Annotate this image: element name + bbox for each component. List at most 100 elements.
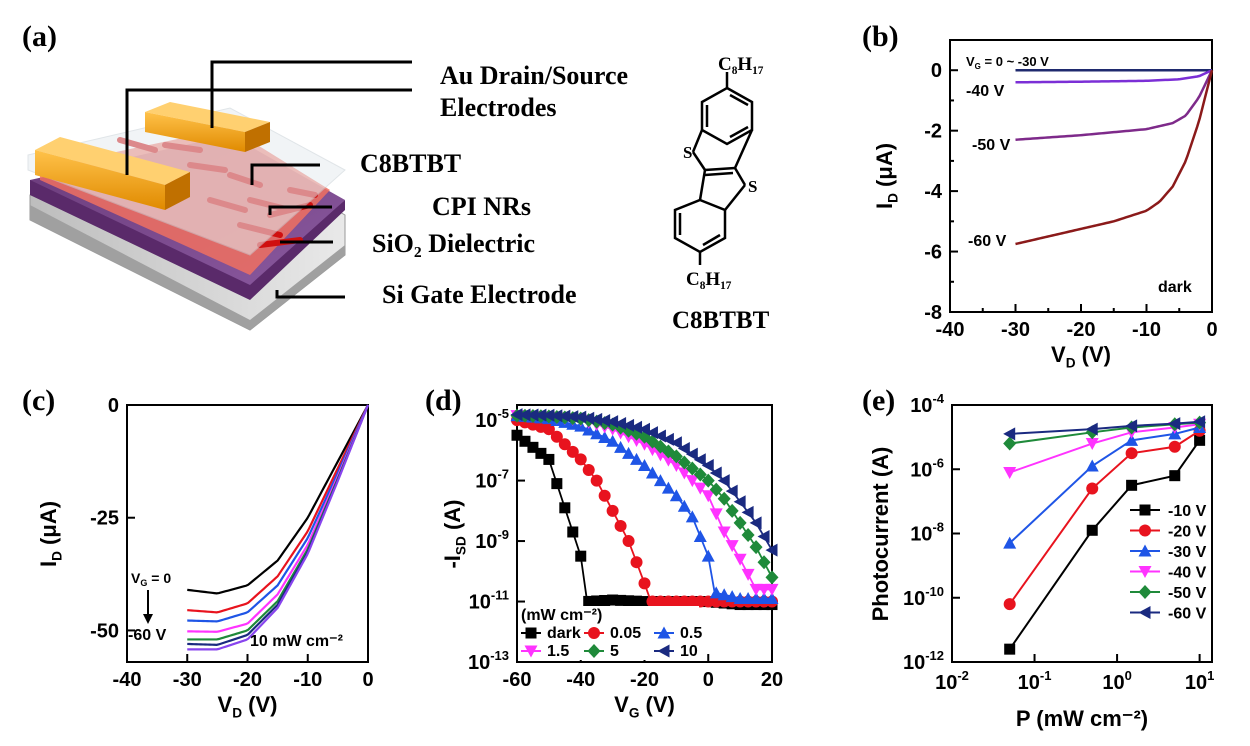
- data-point: [701, 549, 715, 562]
- data-point: [598, 489, 611, 502]
- data-point: [582, 464, 595, 477]
- data-point: [1193, 415, 1206, 429]
- data-point: [1003, 466, 1017, 479]
- data-point: [599, 594, 611, 606]
- data-point: [615, 594, 627, 606]
- device-schematic: Au Drain/Source Electrodes C8BTBT CPI NR…: [27, 60, 628, 331]
- data-point: [542, 423, 555, 436]
- data-point: [1139, 524, 1151, 537]
- annotation-dark: dark: [1158, 279, 1192, 296]
- data-point: [614, 417, 627, 431]
- data-point: [574, 453, 587, 466]
- data-point: [1003, 536, 1017, 549]
- x-tick-label: 10-2: [935, 668, 969, 694]
- data-point: [623, 595, 635, 607]
- data-point: [1194, 434, 1206, 446]
- data-point: [1125, 419, 1138, 433]
- data-point: [725, 590, 739, 603]
- annotation-60v: -60 V: [128, 627, 167, 644]
- panel-c-letter: (c): [22, 384, 55, 417]
- data-point: [582, 423, 596, 436]
- data-point: [518, 408, 531, 422]
- data-point: [709, 586, 723, 599]
- data-point: [757, 555, 771, 570]
- x-tick-label: -20: [1067, 319, 1096, 341]
- x-axis-label: VG (V): [614, 692, 675, 721]
- data-point: [1004, 643, 1016, 655]
- y-axis-label: ID (μA): [872, 143, 901, 209]
- data-point: [725, 503, 739, 518]
- data-point: [725, 484, 738, 498]
- y-tick-label: -8: [924, 302, 942, 324]
- data-point: [1168, 417, 1181, 431]
- x-tick-label: -40: [113, 669, 142, 691]
- data-point: [582, 411, 595, 425]
- series-line: [1015, 69, 1214, 141]
- data-point: [677, 499, 691, 512]
- data-point: [749, 516, 762, 530]
- data-point: [590, 427, 604, 440]
- y-axis-label: Photocurrent (A): [868, 447, 893, 622]
- data-point: [733, 553, 747, 566]
- data-point: [535, 447, 547, 459]
- legend-label: -50 V: [1168, 585, 1207, 602]
- data-point: [559, 502, 571, 514]
- y-axis-label: ID (μA): [36, 501, 65, 567]
- data-point: [701, 473, 715, 488]
- data-point: [1086, 482, 1099, 495]
- panel-e-letter: (e): [862, 384, 895, 417]
- data-point: [749, 540, 763, 555]
- y-axis-label: -ISD (A): [440, 499, 469, 568]
- data-point: [765, 583, 779, 596]
- data-point: [519, 435, 531, 447]
- data-point: [583, 595, 595, 607]
- data-point: [765, 570, 779, 585]
- data-point: [645, 466, 659, 479]
- charts-layer: -40 -30 -20 -10 0 0 -2 -4 -6 -8 VD (V) ID (μA) VG = …: [36, 39, 1218, 731]
- x-tick-label: 20: [761, 669, 783, 691]
- x-axis-label: VD (V): [1051, 342, 1111, 371]
- data-point: [606, 415, 619, 429]
- data-point: [1169, 470, 1181, 482]
- data-point: [606, 434, 620, 447]
- data-point: [1139, 504, 1151, 516]
- annotation-40v: -40 V: [966, 83, 1005, 100]
- data-point: [607, 594, 619, 606]
- data-point: [669, 449, 683, 464]
- annotation-vg0: VG = 0: [131, 570, 171, 588]
- legend-label: 5: [610, 643, 619, 660]
- callout-lines: [125, 60, 412, 299]
- data-point: [657, 644, 670, 658]
- x-tick-label: -10: [1132, 319, 1161, 341]
- data-point: [741, 528, 755, 543]
- data-point: [1125, 433, 1139, 446]
- label-electrodes: Electrodes: [440, 93, 557, 122]
- data-point: [638, 577, 651, 590]
- data-point: [567, 526, 579, 538]
- data-point: [575, 550, 587, 562]
- data-point: [653, 474, 667, 487]
- x-tick-label: -30: [1001, 319, 1030, 341]
- data-point: [693, 530, 707, 543]
- y-tick-label: 10-7: [475, 467, 509, 493]
- x-tick-label: -10: [293, 669, 322, 691]
- x-tick-label: 0: [362, 669, 373, 691]
- label-c8btbt-layer: C8BTBT: [360, 149, 461, 178]
- label-cpi-nrs: CPI NRs: [432, 192, 531, 221]
- x-tick-label: -60: [503, 669, 532, 691]
- data-point: [543, 453, 555, 465]
- au-electrode-back: [145, 102, 270, 152]
- data-point: [631, 595, 643, 607]
- data-point: [591, 595, 603, 607]
- chart-d: -60 -40 -20 0 20 10-5 10-7 10-9 10-11 10-13 VG (V)…: [440, 404, 783, 721]
- data-point: [669, 489, 683, 502]
- data-point: [717, 474, 730, 488]
- legend-label: 0.05: [610, 625, 641, 642]
- data-point: [525, 627, 537, 639]
- data-point: [709, 466, 722, 480]
- series-line: [187, 404, 369, 595]
- data-point: [1085, 459, 1099, 472]
- data-point: [630, 420, 643, 434]
- data-point: [1086, 524, 1098, 536]
- y-tick-label: 10-5: [475, 406, 509, 432]
